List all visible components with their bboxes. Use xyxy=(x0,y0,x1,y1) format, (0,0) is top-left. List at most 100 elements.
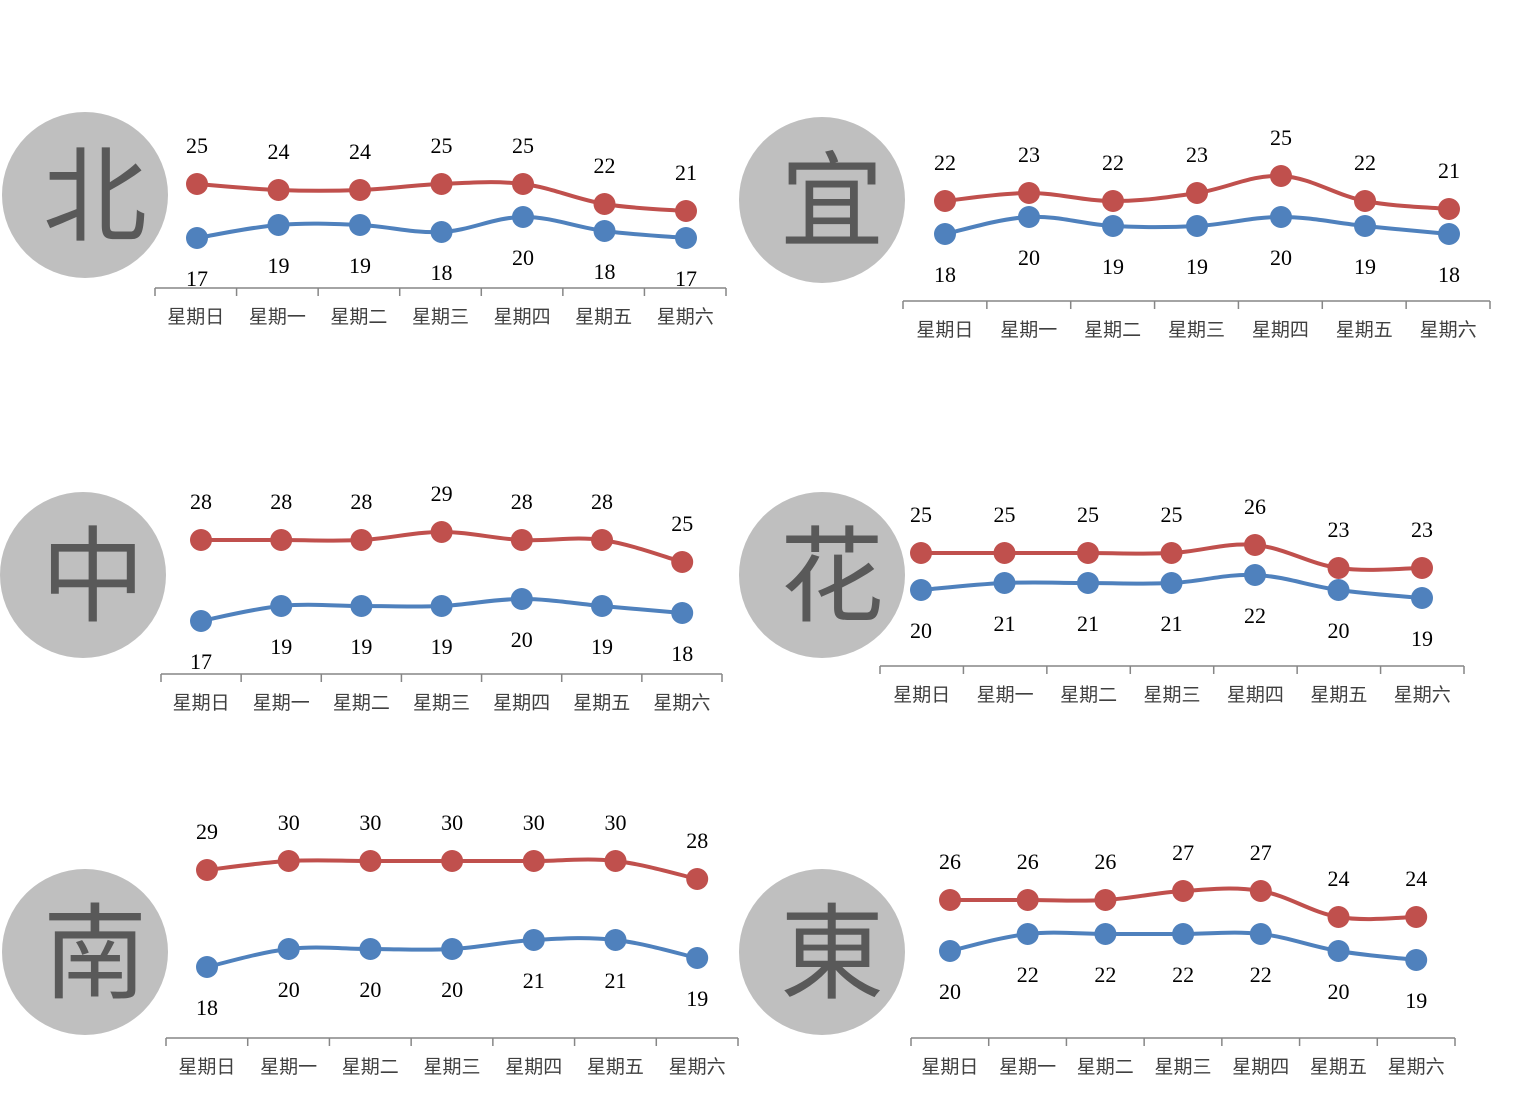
data-label-high: 26 xyxy=(939,849,961,874)
data-label-high: 22 xyxy=(934,150,956,175)
data-label-low: 19 xyxy=(686,986,708,1011)
data-point-high xyxy=(1354,190,1376,212)
x-tick-label: 星期五 xyxy=(1310,684,1367,706)
x-tick-label: 星期日 xyxy=(893,684,950,706)
data-point-low xyxy=(522,929,545,951)
data-label-high: 22 xyxy=(594,153,616,178)
data-point-low xyxy=(1438,223,1460,245)
data-point-high xyxy=(1244,534,1266,556)
x-tick-label: 星期六 xyxy=(1420,319,1477,341)
data-label-low: 20 xyxy=(512,245,534,270)
data-point-high xyxy=(350,529,373,551)
data-label-high: 25 xyxy=(910,502,932,527)
data-point-high xyxy=(686,868,709,890)
data-label-low: 20 xyxy=(939,979,961,1004)
data-label-high: 30 xyxy=(278,810,300,835)
data-point-high xyxy=(186,173,208,195)
data-label-low: 20 xyxy=(1018,245,1040,270)
x-tick-label: 星期三 xyxy=(1168,319,1225,341)
data-label-low: 20 xyxy=(1328,979,1350,1004)
data-label-high: 23 xyxy=(1018,142,1040,167)
data-point-high xyxy=(1172,880,1195,902)
data-label-low: 19 xyxy=(1354,254,1376,279)
data-label-high: 25 xyxy=(1270,125,1292,150)
data-label-low: 21 xyxy=(1161,611,1183,636)
data-point-high xyxy=(934,190,956,212)
data-label-low: 19 xyxy=(1102,254,1124,279)
data-point-low xyxy=(591,595,613,617)
data-label-high: 30 xyxy=(441,810,463,835)
data-point-high xyxy=(190,529,212,551)
data-label-low: 21 xyxy=(605,968,627,993)
region-circle xyxy=(739,492,905,658)
x-tick-label: 星期日 xyxy=(173,692,230,714)
data-label-high: 24 xyxy=(349,139,371,164)
x-tick-label: 星期二 xyxy=(333,692,390,714)
data-point-low xyxy=(441,938,464,960)
data-point-low xyxy=(934,223,956,245)
data-point-high xyxy=(939,889,961,911)
data-point-low xyxy=(510,588,533,610)
x-tick-label: 星期三 xyxy=(1143,684,1200,706)
region-label: 宜 xyxy=(780,141,884,263)
data-point-high xyxy=(512,173,534,195)
data-label-high: 21 xyxy=(1438,158,1460,183)
data-label-high: 30 xyxy=(605,810,627,835)
data-point-high xyxy=(1405,906,1428,928)
region-label: 東 xyxy=(780,893,884,1015)
data-label-low: 19 xyxy=(591,634,613,659)
data-label-low: 20 xyxy=(511,627,533,652)
x-tick-label: 星期日 xyxy=(167,306,224,328)
data-label-low: 18 xyxy=(671,641,693,666)
data-point-low xyxy=(1186,215,1208,237)
data-point-low xyxy=(270,595,293,617)
x-tick-label: 星期六 xyxy=(653,692,710,714)
x-tick-label: 星期六 xyxy=(1394,684,1451,706)
data-label-high: 27 xyxy=(1250,840,1272,865)
data-label-low: 17 xyxy=(186,266,208,291)
data-label-high: 30 xyxy=(359,810,381,835)
region-circle xyxy=(2,112,168,278)
data-point-high xyxy=(1327,906,1350,928)
data-label-high: 24 xyxy=(1328,866,1350,891)
data-label-high: 23 xyxy=(1328,517,1350,542)
data-point-low xyxy=(1102,215,1124,237)
data-point-low xyxy=(1405,949,1428,971)
data-point-high xyxy=(675,200,697,222)
data-label-low: 22 xyxy=(1244,603,1266,628)
x-tick-label: 星期日 xyxy=(921,1056,978,1078)
data-label-low: 22 xyxy=(1017,962,1039,987)
region-circle xyxy=(0,492,166,658)
data-point-low xyxy=(1327,940,1350,962)
x-tick-label: 星期四 xyxy=(1232,1056,1289,1078)
x-tick-label: 星期五 xyxy=(573,692,630,714)
data-label-high: 25 xyxy=(431,133,453,158)
x-tick-label: 星期三 xyxy=(413,692,470,714)
data-label-low: 19 xyxy=(268,253,290,278)
region-label: 中 xyxy=(41,516,145,638)
x-tick-label: 星期一 xyxy=(977,684,1034,706)
data-point-high xyxy=(349,179,371,201)
data-point-high xyxy=(1018,182,1040,204)
data-label-high: 23 xyxy=(1411,517,1433,542)
x-tick-label: 星期一 xyxy=(260,1056,317,1078)
x-tick-label: 星期三 xyxy=(412,306,469,328)
data-point-low xyxy=(939,940,961,962)
data-point-low xyxy=(1354,215,1376,237)
data-label-high: 26 xyxy=(1017,849,1039,874)
x-tick-label: 星期五 xyxy=(575,306,632,328)
region-label: 北 xyxy=(43,136,147,258)
x-tick-label: 星期四 xyxy=(1252,319,1309,341)
data-label-low: 19 xyxy=(350,634,372,659)
x-tick-label: 星期六 xyxy=(669,1056,726,1078)
data-point-low xyxy=(1160,572,1183,594)
data-point-low xyxy=(1016,923,1039,945)
data-point-high xyxy=(993,542,1016,564)
data-label-low: 19 xyxy=(1405,988,1427,1013)
data-label-high: 28 xyxy=(270,489,292,514)
